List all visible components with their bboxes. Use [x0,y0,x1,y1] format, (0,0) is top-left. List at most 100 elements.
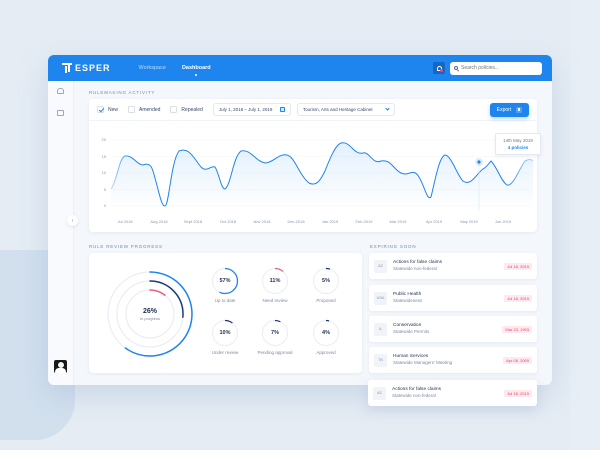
notifications-button[interactable] [433,62,445,74]
filter-new[interactable]: New [97,106,118,113]
stat-label: Under review [211,350,239,355]
item-subtitle: Statewide Managers' Meeting [393,360,453,365]
app-window: ESPER Workspace Dashboard › Rulemaking A… [48,55,552,385]
bell-icon [436,65,442,71]
ring-icon [312,267,340,295]
search-box[interactable] [450,61,542,75]
top-bar: ESPER Workspace Dashboard [48,55,552,81]
chart-tooltip: 14th May 2019 4 policies [495,133,541,155]
in-progress-value: 26% [142,307,157,315]
filter-repealed[interactable]: Repealed [170,106,203,113]
item-title: Public Health [393,292,422,297]
x-tick: Feb 2019 [355,219,373,224]
expiring-item-dragged[interactable]: AZ Actions for false claims Statewide non… [368,380,537,406]
y-tick: 10 [101,170,106,175]
user-avatar[interactable] [54,360,67,373]
nav-workspace[interactable]: Workspace [138,65,166,71]
y-tick: 5 [103,187,106,192]
progress-center: 26% In progress [106,270,194,358]
filter-label: New [108,106,119,113]
expiring-item[interactable]: TN Human Services Statewide Managers' Mee… [369,347,537,373]
filter-label: Amended [139,106,161,113]
y-tick: 20 [101,137,106,142]
stat-value: 7% [271,330,279,336]
stat-value: 10% [219,330,231,336]
ring-icon [211,319,239,347]
checkbox-icon[interactable] [170,106,178,113]
state-badge: AZ [374,259,387,273]
calendar-icon [279,107,285,112]
chart-svg [110,139,534,211]
upload-icon [516,106,523,113]
cabinet-value: Tourism, Arts and Heritage Cabinet [302,107,373,112]
x-tick: Nov 2018 [253,219,271,224]
expiry-date-badge: Jul 18, 2019 [504,294,532,302]
expiring-item[interactable]: USA Public Health Statewideness Jul 18, 2… [369,285,537,311]
activity-chart[interactable]: 20 15 10 5 0 Jul 2018 Aug 2018 Sept 2018… [89,121,541,232]
rule-review-card: 26% In progress 57% Up to date 11% Need … [89,253,362,373]
search-input[interactable] [461,65,536,71]
stat-value: 4% [322,330,330,336]
tooltip-value: 4 policies [507,145,529,150]
item-subtitle: Statewide non-federal [393,266,437,271]
export-button[interactable]: Export [490,102,529,117]
main-nav: Workspace Dashboard [138,65,211,76]
item-title: Actions for false claims [392,387,442,392]
x-tick: Dec 2018 [287,219,305,224]
x-tick: Apr 2019 [425,219,443,224]
item-title: Conservation [393,323,422,328]
logo-icon [62,63,72,73]
export-label: Export [496,106,512,113]
date-range-picker[interactable]: July 1, 2018 – July 1, 2019 [212,103,291,116]
filter-label: Repealed [181,106,203,113]
notification-dot [440,69,443,72]
stat-need-review[interactable]: 11% Need review [255,267,295,303]
checkbox-icon[interactable] [128,106,136,113]
x-tick: Jul 2018 [117,219,133,224]
progress-rings [107,271,193,357]
stat-up-to-date[interactable]: 57% Up to date [205,267,245,303]
rulemaking-activity-card: New Amended Repealed July 1, 2018 – July… [89,99,541,232]
item-subtitle: Statewide non-federal [392,393,436,398]
stat-approved[interactable]: 4% Approved [306,319,346,355]
x-tick: Sept 2018 [183,219,203,224]
sidebar [48,81,74,385]
expiring-item[interactable]: AZ Actions for false claims Statewide non… [369,253,537,279]
x-tick: Aug 2018 [150,219,168,224]
ring-icon [211,267,239,295]
stat-label: Up to date [214,298,236,303]
item-title: Human Services [393,354,429,359]
stat-value: 11% [269,278,281,284]
filter-amended[interactable]: Amended [128,106,160,113]
stat-pending-approval[interactable]: 7% Pending approval [255,319,295,355]
stat-proposed[interactable]: 5% Proposed [306,267,346,303]
state-badge: USA [374,291,387,305]
in-progress-label: In progress [139,315,160,321]
topbar-actions [433,61,542,75]
stat-label: Need review [262,298,288,303]
filter-bar: New Amended Repealed July 1, 2018 – July… [89,99,537,121]
nav-dashboard[interactable]: Dashboard [181,65,211,76]
rulemaking-activity-title: Rulemaking Activity [89,90,156,95]
stat-under-review[interactable]: 10% Under review [205,319,245,355]
chevron-down-icon [385,106,390,111]
state-badge: IL [374,322,387,336]
stat-label: Proposed [316,298,336,303]
expiring-item[interactable]: IL Conservation Statewide Permits Mar 23,… [369,316,537,342]
y-tick: 0 [103,203,106,208]
x-tick: May 2019 [460,219,478,224]
expiry-date-badge: Jul 18, 2019 [504,262,532,270]
logo[interactable]: ESPER [62,63,111,73]
stat-label: Pending approval [257,350,293,355]
y-tick: 15 [101,154,106,159]
expiry-date-badge: Jul 18, 2019 [504,389,532,397]
state-badge: AZ [373,386,386,400]
institution-icon[interactable] [57,88,64,94]
checkbox-checked-icon[interactable] [97,106,104,113]
cabinet-select[interactable]: Tourism, Arts and Heritage Cabinet [296,103,395,116]
search-icon [454,66,458,70]
ring-icon [261,319,289,347]
expiry-date-badge: Mar 23, 1993 [502,325,532,333]
expand-sidebar-button[interactable]: › [67,215,78,226]
inbox-icon[interactable] [57,110,64,116]
